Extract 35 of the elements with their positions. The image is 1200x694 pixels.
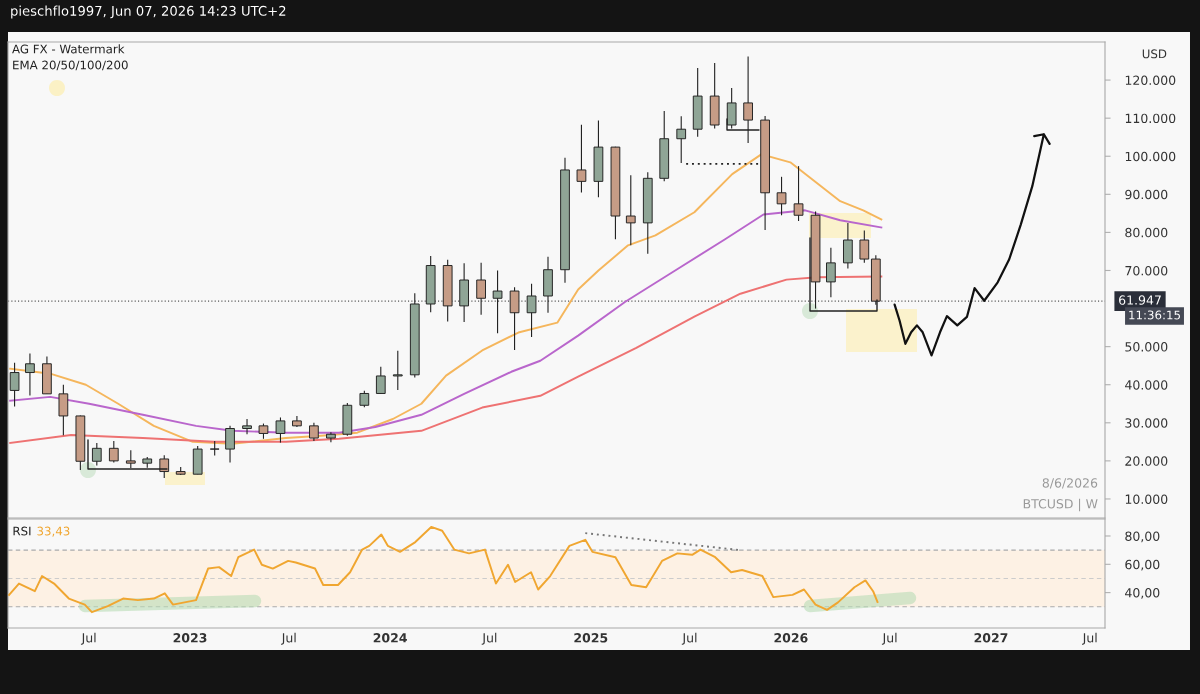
y-tick-label: 70.000 [1125, 265, 1168, 276]
y-tick-label: 40,00 [1125, 588, 1160, 599]
text: 11:36:15 [1129, 310, 1180, 320]
y-tick-label: 60,00 [1125, 559, 1160, 571]
text: pieschflo1997, Jun 07, 2026 14:23 UTC+2 [11, 5, 286, 19]
y-tick-label: 40.000 [1125, 380, 1168, 390]
y-tick-label: 30.000 [1125, 418, 1168, 428]
x-tick-label: Jul [681, 632, 697, 645]
text: RSI [13, 526, 31, 536]
y-tick-label: 50.000 [1125, 342, 1168, 352]
ref-line-label: 61.947 [1119, 295, 1161, 305]
y-tick-label: 120.000 [1125, 75, 1176, 86]
x-tick-label: 2024 [373, 633, 407, 643]
x-tick-label: 2023 [173, 633, 207, 643]
x-tick-label: 2025 [574, 633, 608, 643]
y-tick-label: 10.000 [1125, 494, 1168, 504]
x-tick-label: Jul [80, 632, 96, 645]
x-tick-label: 2026 [774, 633, 808, 643]
y-tick-label: 90.000 [1125, 189, 1168, 200]
x-tick-label: Jul [1082, 632, 1097, 645]
x-tick-label: Jul [481, 632, 497, 645]
y-tick-label: 110.000 [1125, 113, 1176, 124]
annotation: BTCUSD | W [1023, 498, 1098, 512]
x-tick-label: Jul [881, 632, 897, 645]
x-tick-label: 2027 [974, 633, 1008, 643]
annotation: 33,43 [37, 526, 70, 537]
y-tick-label: 80,00 [1125, 531, 1160, 543]
annotation: EMA 20/50/100/200 [13, 60, 128, 71]
x-tick-label: Jul [281, 632, 296, 645]
y-tick-label: 20.000 [1125, 456, 1168, 466]
y-tick-label: 100.000 [1125, 151, 1176, 162]
y-tick-label: 80.000 [1125, 227, 1168, 238]
annotation: 8/6/2026 [1042, 478, 1098, 489]
annotation: AG FX - Watermark [12, 44, 125, 54]
y-axis-title: USD [1142, 49, 1167, 59]
